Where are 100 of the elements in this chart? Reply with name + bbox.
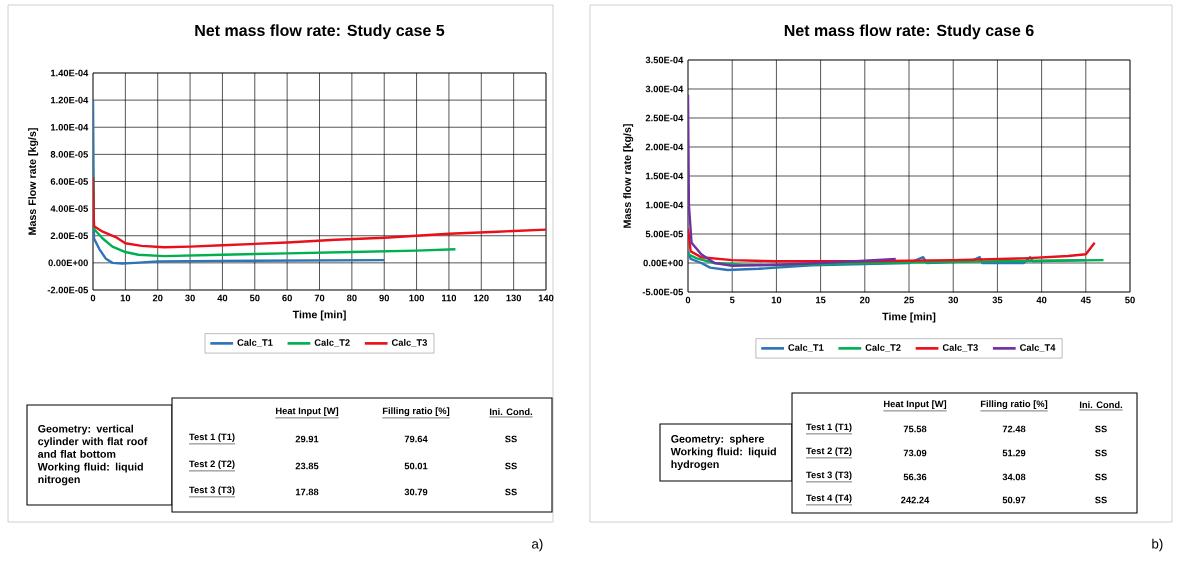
x-tick-label: 50	[249, 294, 260, 302]
x-tick-label: 90	[379, 294, 390, 302]
y-tick-label: 1.40E-04	[51, 69, 89, 77]
chart-title: Net mass flow rate: Study case 6	[784, 24, 1034, 40]
x-tick-label: 25	[904, 296, 914, 304]
x-tick-label: 30	[185, 294, 195, 302]
x-tick-label: 45	[1080, 296, 1091, 304]
text: SS	[1095, 449, 1107, 457]
x-tick-label: 40	[217, 294, 228, 302]
text: 56.36	[903, 473, 927, 481]
y-tick-label: 6.00E-05	[50, 178, 89, 185]
text: SS	[505, 435, 517, 443]
text: 50.97	[1002, 496, 1026, 504]
text: SS	[1095, 425, 1107, 433]
text: 30.79	[404, 488, 428, 496]
text: 75.58	[903, 425, 927, 433]
text: 29.91	[295, 435, 319, 443]
x-tick-label: 10	[120, 294, 131, 302]
y-tick-label: 1.20E-04	[51, 96, 89, 104]
text: Test 2 (T2)	[189, 460, 235, 470]
text: Test 3 (T3)	[189, 486, 235, 496]
legend-label: Calc_T3	[391, 339, 427, 347]
y-tick-label: 4.00E-05	[50, 205, 89, 212]
text: 23.85	[295, 462, 319, 470]
y-tick-label: 1.00E-04	[51, 123, 89, 131]
text: Filling ratio [%]	[382, 407, 450, 417]
text: SS	[505, 488, 517, 496]
text: 34.08	[1002, 473, 1026, 481]
text: Test 1 (T1)	[189, 433, 235, 443]
line-series	[93, 173, 457, 258]
y-tick-label: 0.00E+00	[48, 259, 88, 267]
text: Ini. Cond.	[489, 408, 533, 416]
legend-label: Calc_T2	[314, 339, 350, 347]
x-tick-label: 100	[409, 294, 424, 302]
x-tick-label: 80	[346, 294, 357, 302]
chart-title: Net mass flow rate: Study case 5	[195, 24, 445, 40]
text: 79.64	[404, 435, 428, 443]
text: Test 4 (T4)	[806, 494, 852, 504]
line-series	[93, 176, 547, 249]
text: 51.29	[1002, 449, 1026, 457]
y-tick-label: 1.00E-04	[646, 201, 684, 209]
x-tick-label: 20	[152, 294, 163, 302]
y-tick-label: 2.50E-04	[645, 114, 684, 122]
legend-label: Calc_T4	[1020, 344, 1056, 352]
y-tick-label: 2.00E-04	[645, 143, 684, 151]
text: 17.88	[295, 488, 319, 496]
line-series	[93, 98, 386, 265]
y-tick-label: -2.00E-05	[47, 286, 89, 294]
legend-label: Calc_T1	[237, 339, 273, 347]
text: Test 3 (T3)	[806, 471, 852, 481]
x-tick-label: 30	[948, 296, 959, 304]
x-tick-label: 0	[90, 294, 96, 302]
y-tick-label: 2.00E-05	[50, 232, 89, 240]
y-axis-title: Mass flow rate [kg/s]	[623, 124, 634, 228]
x-tick-label: 35	[992, 296, 1003, 304]
x-tick-label: 130	[506, 294, 522, 302]
text: Geometry: vertical cylinder with flat roof and flat bottom	[38, 424, 148, 458]
text: SS	[1095, 473, 1107, 481]
text: 50.01	[404, 462, 428, 470]
y-tick-label: 3.50E-04	[645, 56, 684, 64]
text: b)	[1152, 538, 1163, 552]
y-tick-label: 1.50E-04	[646, 172, 684, 180]
text: a)	[532, 538, 543, 552]
x-tick-label: 5	[729, 296, 735, 304]
text: Working fluid: liquid nitrogen	[37, 462, 143, 486]
x-tick-label: 0	[685, 296, 691, 304]
text: Filling ratio [%]	[980, 400, 1048, 410]
y-axis-title: Mass Flow rate [kg/s]	[28, 128, 39, 235]
text: Ini. Cond.	[1079, 401, 1123, 409]
text: 242.24	[901, 496, 930, 504]
text: SS	[505, 462, 517, 470]
x-tick-label: 20	[859, 296, 870, 304]
text: Heat Input [W]	[276, 407, 339, 417]
x-tick-label: 40	[1036, 296, 1047, 304]
x-tick-label: 120	[474, 294, 489, 302]
text: SS	[1095, 496, 1107, 504]
text: 72.48	[1002, 425, 1026, 433]
x-tick-label: 70	[314, 294, 325, 302]
text: 73.09	[903, 449, 927, 457]
x-tick-label: 140	[538, 294, 554, 302]
text: Test 1 (T1)	[806, 423, 852, 433]
legend-label: Calc_T1	[788, 344, 824, 352]
x-tick-label: 60	[282, 294, 292, 302]
y-tick-label: 8.00E-05	[50, 151, 89, 158]
text: Geometry: sphere	[671, 434, 765, 445]
x-tick-label: 110	[441, 294, 457, 302]
y-tick-label: 5.00E-05	[645, 230, 684, 238]
text: Working fluid: liquid hydrogen	[670, 447, 776, 471]
y-tick-label: 0.00E+00	[643, 259, 683, 267]
x-axis-title: Time [min]	[292, 310, 346, 321]
legend-label: Calc_T2	[865, 344, 901, 352]
x-tick-label: 10	[771, 296, 782, 304]
x-tick-label: 15	[816, 296, 826, 304]
text: Heat Input [W]	[884, 400, 947, 410]
legend-label: Calc_T3	[942, 344, 978, 352]
text: Test 2 (T2)	[806, 447, 852, 457]
y-tick-label: 3.00E-04	[645, 85, 684, 93]
x-tick-label: 50	[1125, 296, 1135, 304]
x-axis-title: Time [min]	[882, 312, 936, 323]
y-tick-label: -5.00E-05	[642, 288, 684, 296]
